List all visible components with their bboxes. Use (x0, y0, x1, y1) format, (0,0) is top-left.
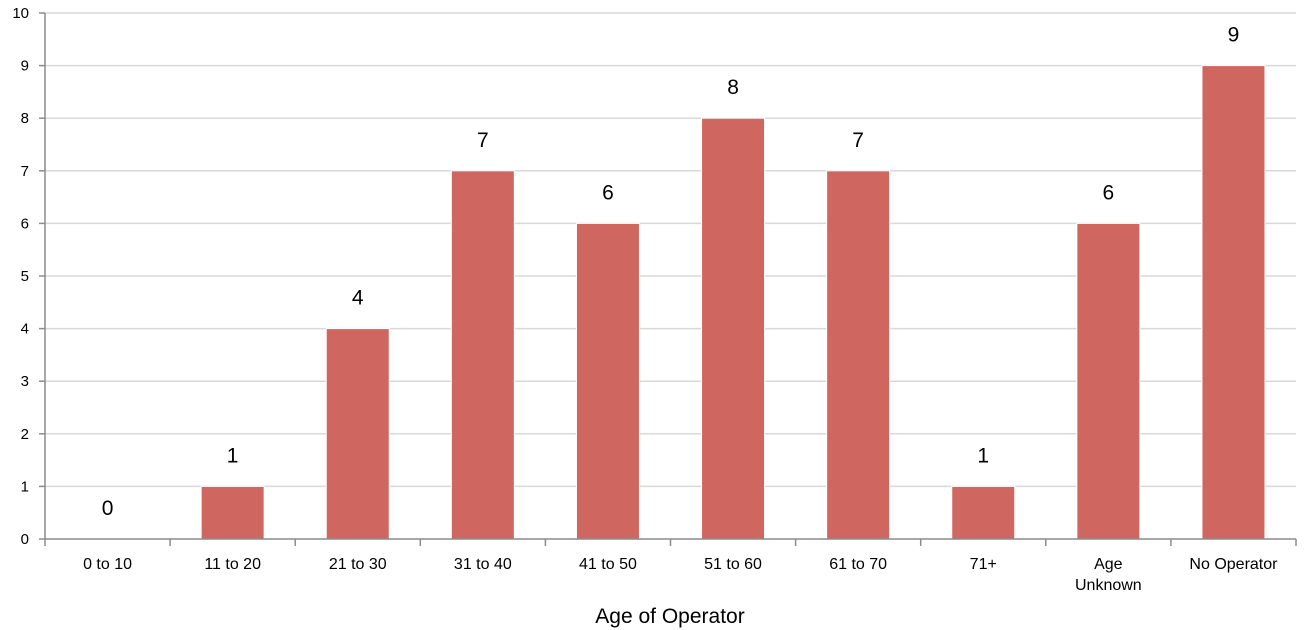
y-tick-label: 1 (21, 478, 29, 495)
y-tick-label: 5 (21, 268, 29, 285)
y-tick-label: 6 (21, 215, 29, 232)
data-label: 4 (352, 287, 364, 310)
y-tick-label: 0 (21, 531, 29, 548)
y-tick-label: 7 (21, 163, 29, 180)
x-axis-title: Age of Operator (595, 605, 744, 628)
x-tick-label: Age Unknown (1075, 556, 1142, 594)
data-label: 6 (602, 181, 614, 204)
x-tick-label: 11 to 20 (204, 556, 261, 573)
data-label: 1 (977, 444, 989, 467)
x-tick-label: 0 to 10 (83, 556, 132, 573)
labels: 0 1 2 3 4 5 6 7 8 9 10 0 0 to 10 1 11 to 20 4 21 to 30 7 3… (12, 5, 1278, 594)
bar (701, 117, 766, 540)
x-tick-label: 41 to 50 (579, 556, 637, 573)
bar (1201, 65, 1266, 540)
bar (826, 170, 891, 540)
bar (951, 485, 1016, 540)
y-tick-label: 8 (21, 110, 29, 127)
gridlines (45, 12, 1296, 488)
bar (450, 170, 515, 540)
data-label: 7 (852, 129, 864, 152)
bar (200, 485, 265, 540)
y-tick-label: 2 (21, 426, 29, 443)
data-label: 8 (727, 76, 739, 99)
x-tick-label: 51 to 60 (704, 556, 762, 573)
x-tick-label: 61 to 70 (829, 556, 887, 573)
axes (39, 12, 1297, 546)
y-tick-label: 3 (21, 373, 29, 390)
x-tick-label: No Operator (1189, 556, 1278, 573)
data-label: 1 (227, 444, 239, 467)
data-label: 6 (1103, 181, 1115, 204)
data-label: 7 (477, 129, 489, 152)
x-tick-label: 71+ (970, 556, 997, 573)
data-label: 9 (1228, 24, 1240, 47)
x-tick-label: 21 to 30 (329, 556, 387, 573)
bar (1076, 222, 1141, 540)
y-tick-label: 4 (21, 321, 29, 338)
y-tick-label: 10 (12, 5, 29, 22)
y-tick-label: 9 (21, 58, 29, 75)
x-tick-label: 31 to 40 (454, 556, 512, 573)
data-label: 0 (102, 497, 114, 520)
bar (575, 222, 640, 540)
bar (325, 328, 390, 540)
